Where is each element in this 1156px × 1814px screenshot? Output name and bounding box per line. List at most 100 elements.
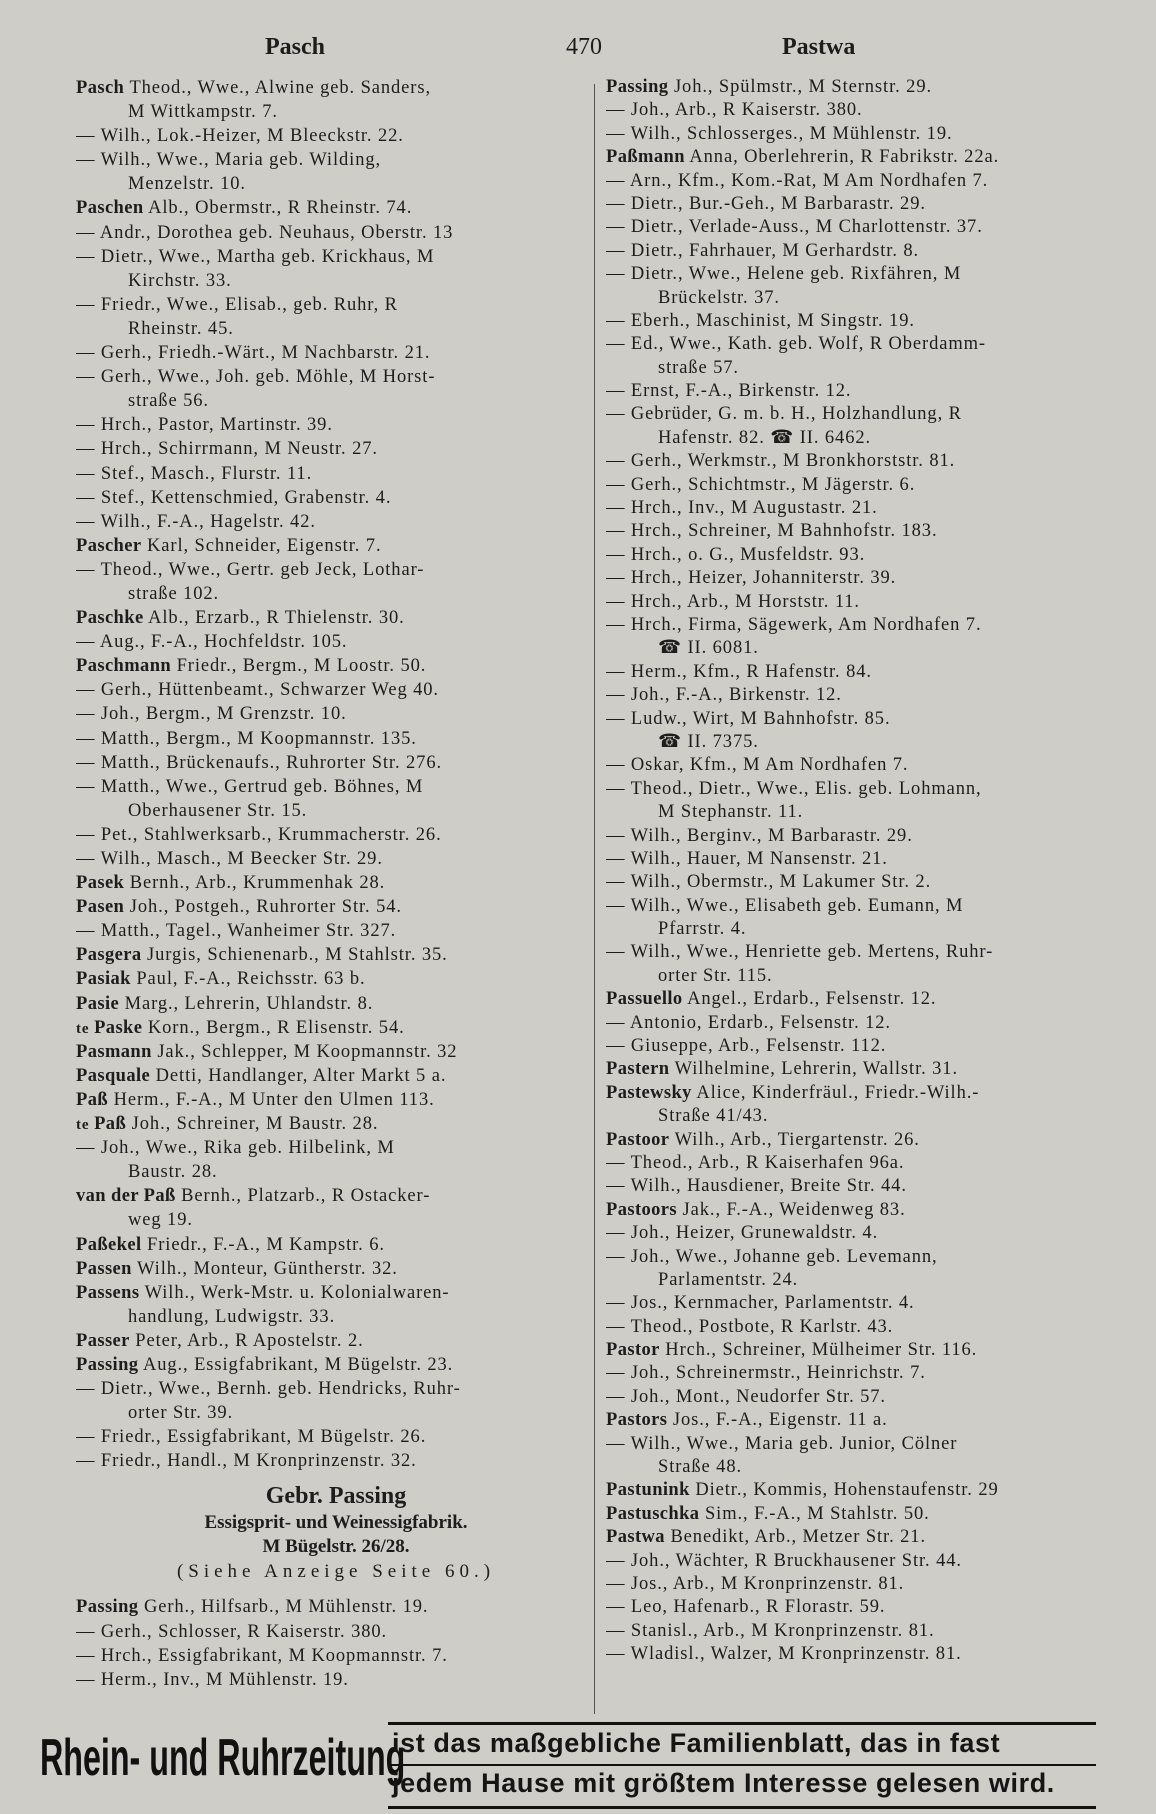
directory-entry: Pasquale Detti, Handlanger, Alter Markt …: [76, 1064, 596, 1088]
entry-surname: Pasen: [76, 897, 125, 918]
advert-address: M Bügelstr. 26/28.: [262, 1536, 410, 1558]
entry-text: — Matth., Tagel., Wanheimer Str. 327.: [76, 921, 397, 942]
newspaper-advert-banner: Rhein- und Ruhrzeitung ist das maßgeblic…: [40, 1722, 1096, 1810]
entry-text: Wilh., Arb., Tiergartenstr. 26.: [669, 1129, 920, 1150]
entry-surname: Paß: [94, 1114, 127, 1135]
entry-text: — Hrch., Schirrmann, M Neustr. 27.: [76, 439, 378, 460]
entry-text: — Wilh., Wwe., Maria geb. Wilding,: [76, 150, 382, 171]
directory-entry: — Hrch., Schirrmann, M Neustr. 27.: [76, 437, 596, 461]
entry-text: Karl, Schneider, Eigenstr. 7.: [141, 535, 382, 556]
entry-text: — Gerh., Schichtmstr., M Jägerstr. 6.: [606, 474, 916, 495]
entry-text: Alb., Erzarb., R Thielenstr. 30.: [143, 608, 405, 629]
entry-text: — Aug., F.-A., Hochfeldstr. 105.: [76, 632, 348, 653]
directory-entry: — Hrch., o. G., Musfeldstr. 93.: [606, 544, 1126, 567]
entry-text: Jos., F.-A., Eigenstr. 11 a.: [667, 1410, 888, 1431]
entry-text: Korn., Bergm., R Elisenstr. 54.: [142, 1017, 405, 1038]
entry-text: — Wilh., Berginv., M Barbarastr. 29.: [606, 825, 913, 846]
entry-surname: Pasiak: [76, 969, 131, 990]
entry-surname: Paßmann: [606, 147, 685, 168]
entry-text: — Friedr., Handl., M Kronprinzenstr. 32.: [76, 1451, 417, 1472]
directory-entry: — Joh., Wwe., Rika geb. Hilbelink, M: [76, 1136, 596, 1160]
entry-text: — Wilh., Obermstr., M Lakumer Str. 2.: [606, 872, 932, 893]
entry-text: Wilh., Werk-Mstr. u. Kolonialwaren-: [139, 1282, 450, 1303]
directory-entry: — Wilh., Lok.-Heizer, M Bleeckstr. 22.: [76, 124, 596, 148]
directory-entry: Passen Wilh., Monteur, Güntherstr. 32.: [76, 1257, 596, 1281]
entry-continuation: Menzelstr. 10.: [76, 172, 596, 196]
directory-entry: — Hrch., Essigfabrikant, M Koopmannstr. …: [76, 1644, 596, 1668]
entry-text: — Gerh., Werkmstr., M Bronkhorststr. 81.: [606, 451, 956, 472]
entry-text: Alb., Obermstr., R Rheinstr. 74.: [143, 198, 413, 219]
entry-surname: Pasmann: [76, 1041, 152, 1062]
entry-continuation: handlung, Ludwigstr. 33.: [76, 1305, 596, 1329]
entry-continuation: weg 19.: [76, 1208, 596, 1232]
directory-entry: — Jos., Arb., M Kronprinzenstr. 81.: [606, 1573, 1126, 1596]
entry-text: — Giuseppe, Arb., Felsenstr. 112.: [606, 1036, 887, 1057]
directory-entry: — Gerh., Hüttenbeamt., Schwarzer Weg 40.: [76, 678, 596, 702]
entry-text: Straße 48.: [658, 1457, 743, 1478]
banner-rule-middle: [388, 1764, 1096, 1766]
entry-text: — Ludw., Wirt, M Bahnhofstr. 85.: [606, 708, 891, 729]
directory-entry: — Joh., Heizer, Grunewaldstr. 4.: [606, 1222, 1126, 1245]
entry-text: Kirchstr. 33.: [128, 270, 232, 291]
directory-entry: — Matth., Bergm., M Koopmannstr. 135.: [76, 727, 596, 751]
directory-entry: — Wilh., Masch., M Beecker Str. 29.: [76, 847, 596, 871]
entry-text: — Gerh., Friedh.-Wärt., M Nachbarstr. 21…: [76, 343, 431, 364]
entry-text: Friedr., Bergm., M Loostr. 50.: [171, 656, 427, 677]
entry-text: — Friedr., Wwe., Elisab., geb. Ruhr, R: [76, 294, 398, 315]
entry-continuation: Brückelstr. 37.: [606, 287, 1126, 310]
directory-entry: Pastuschka Sim., F.-A., M Stahlstr. 50.: [606, 1503, 1126, 1526]
entry-text: Angel., Erdarb., Felsenstr. 12.: [682, 989, 937, 1010]
entry-continuation: Straße 41/43.: [606, 1105, 1126, 1128]
running-head-left: Pasch: [265, 34, 325, 60]
entry-text: — Eberh., Maschinist, M Singstr. 19.: [606, 310, 915, 331]
directory-entry: Pastunink Dietr., Kommis, Hohenstaufenst…: [606, 1479, 1126, 1502]
entry-text: — Gerh., Wwe., Joh. geb. Möhle, M Horst-: [76, 367, 436, 388]
entry-text: — Herm., Inv., M Mühlenstr. 19.: [76, 1669, 349, 1690]
entry-continuation: orter Str. 115.: [606, 965, 1126, 988]
directory-entry: — Theod., Wwe., Gertr. geb Jeck, Lothar-: [76, 558, 596, 582]
entry-prefix: te: [76, 1020, 95, 1037]
directory-entry: — Joh., F.-A., Birkenstr. 12.: [606, 684, 1126, 707]
newspaper-logo: Rhein- und Ruhrzeitung: [40, 1729, 406, 1787]
directory-entry: Paschke Alb., Erzarb., R Thielenstr. 30.: [76, 606, 596, 630]
entry-text: weg 19.: [128, 1210, 193, 1231]
entry-text: M Stephanstr. 11.: [658, 802, 804, 823]
entry-text: — Joh., Bergm., M Grenzstr. 10.: [76, 704, 347, 725]
directory-entry: — Friedr., Wwe., Elisab., geb. Ruhr, R: [76, 293, 596, 317]
entry-surname: Paß: [76, 1089, 109, 1110]
entry-text: — Theod., Postbote, R Karlstr. 43.: [606, 1316, 894, 1337]
entry-text: — Wladisl., Walzer, M Kronprinzenstr. 81…: [606, 1644, 962, 1665]
entry-surname: Pasch: [76, 78, 125, 98]
directory-entry: — Arn., Kfm., Kom.-Rat, M Am Nordhafen 7…: [606, 170, 1126, 193]
directory-entry: — Stanisl., Arb., M Kronprinzenstr. 81.: [606, 1620, 1126, 1643]
entry-surname: Pasgera: [76, 945, 142, 966]
entry-text: Jurgis, Schienenarb., M Stahlstr. 35.: [141, 945, 448, 966]
entry-text: — Hrch., Schreiner, M Bahnhofstr. 183.: [606, 521, 938, 542]
page-number: 470: [566, 34, 602, 60]
entry-text: — Joh., Mont., Neudorfer Str. 57.: [606, 1386, 886, 1407]
entry-text: handlung, Ludwigstr. 33.: [128, 1306, 336, 1327]
entry-text: — Joh., Wwe., Rika geb. Hilbelink, M: [76, 1138, 395, 1159]
entry-text: Herm., F.-A., M Unter den Ulmen 113.: [108, 1089, 435, 1110]
entry-surname: Paschke: [76, 608, 144, 629]
entry-text: Theod., Wwe., Alwine geb. Sanders,: [124, 78, 431, 98]
directory-entry: — Joh., Arb., R Kaiserstr. 380.: [606, 99, 1126, 122]
entry-text: — Hrch., Pastor, Martinstr. 39.: [76, 415, 333, 436]
entry-continuation: straße 56.: [76, 389, 596, 413]
directory-entry: — Wilh., Wwe., Maria geb. Wilding,: [76, 148, 596, 172]
directory-entry: — Gerh., Schlosser, R Kaiserstr. 380.: [76, 1620, 596, 1644]
entry-text: — Hrch., o. G., Musfeldstr. 93.: [606, 544, 866, 565]
directory-entry: — Dietr., Wwe., Helene geb. Rixfähren, M: [606, 263, 1126, 286]
entry-text: — Hrch., Heizer, Johanniterstr. 39.: [606, 568, 897, 589]
advert-note: (Siehe Anzeige Seite 60.): [176, 1561, 496, 1583]
entry-text: ☎ II. 6081.: [658, 638, 759, 659]
entry-text: — Arn., Kfm., Kom.-Rat, M Am Nordhafen 7…: [606, 170, 989, 191]
entry-continuation: ☎ II. 6081.: [606, 637, 1126, 660]
entry-text: — Joh., Arb., R Kaiserstr. 380.: [606, 100, 863, 121]
entry-text: Oberhausener Str. 15.: [128, 800, 308, 821]
directory-entry: Pastors Jos., F.-A., Eigenstr. 11 a.: [606, 1409, 1126, 1432]
directory-entry: — Joh., Schreinermstr., Heinrichstr. 7.: [606, 1362, 1126, 1385]
directory-entry: Pastern Wilhelmine, Lehrerin, Wallstr. 3…: [606, 1058, 1126, 1081]
directory-entry: — Joh., Mont., Neudorfer Str. 57.: [606, 1386, 1126, 1409]
entry-text: — Pet., Stahlwerksarb., Krummacherstr. 2…: [76, 824, 442, 845]
